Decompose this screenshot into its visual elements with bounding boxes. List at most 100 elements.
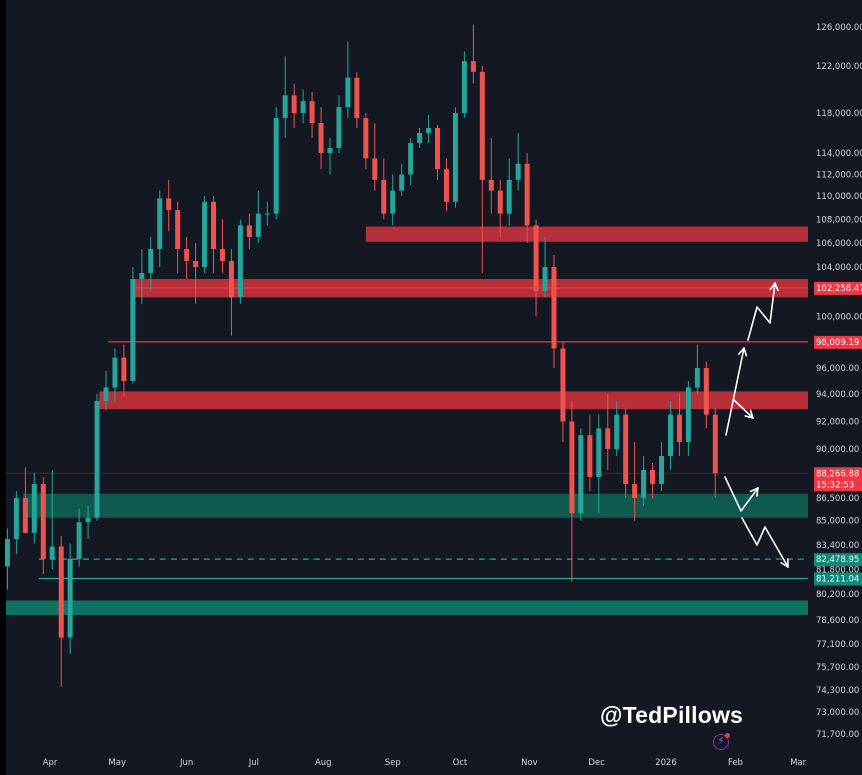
watermark: @TedPillows bbox=[600, 702, 744, 728]
price-tick-label: 126,000.00 bbox=[816, 23, 862, 33]
price-tick-label: 108,000.00 bbox=[816, 216, 862, 226]
candle-body bbox=[676, 414, 682, 443]
candle bbox=[345, 41, 351, 118]
price-tick-label: 122,000.00 bbox=[816, 62, 862, 72]
candle-body bbox=[390, 190, 396, 214]
zones-layer bbox=[6, 226, 809, 615]
candle bbox=[587, 414, 593, 491]
notification-dot bbox=[725, 733, 730, 738]
last-price-badge-text: 15:32:53 bbox=[816, 480, 854, 490]
candle bbox=[327, 138, 333, 175]
level-badge-text: 82,478.95 bbox=[816, 555, 859, 565]
arrow-path bbox=[724, 476, 759, 512]
candle bbox=[264, 201, 270, 226]
candle bbox=[255, 190, 261, 243]
price-tick-label: 104,000.00 bbox=[816, 263, 862, 273]
candle-body bbox=[712, 414, 718, 474]
last-price-badge-bg bbox=[814, 467, 862, 492]
candle bbox=[479, 66, 485, 273]
candle-body bbox=[443, 169, 449, 202]
candle-body bbox=[49, 546, 55, 559]
candle bbox=[417, 128, 423, 148]
arrow-head bbox=[769, 282, 779, 292]
level-badge-bg bbox=[814, 281, 862, 295]
candle-body bbox=[202, 201, 208, 267]
candle-body bbox=[470, 61, 476, 72]
candle bbox=[300, 89, 306, 123]
candle bbox=[130, 267, 136, 384]
price-tick-label: 110,000.00 bbox=[816, 192, 862, 202]
time-tick-label: 2026 bbox=[655, 758, 677, 768]
candle-body bbox=[184, 249, 190, 261]
candle bbox=[184, 237, 190, 279]
candle bbox=[650, 463, 656, 498]
candle-body bbox=[76, 522, 82, 559]
candle bbox=[515, 133, 521, 191]
candle-body bbox=[667, 414, 673, 456]
price-axis[interactable]: 126,000.00 122,000.00 118,000.00 114,000.00… bbox=[816, 23, 862, 740]
lightning-bolt-icon[interactable]: ⚡ bbox=[713, 733, 730, 750]
candle bbox=[103, 370, 109, 411]
candle-body bbox=[596, 428, 602, 477]
candle-body bbox=[237, 225, 243, 298]
candle bbox=[461, 51, 467, 118]
candle bbox=[488, 138, 494, 214]
price-tick-label: 77,100.00 bbox=[816, 640, 859, 650]
candle bbox=[85, 505, 91, 539]
price-tick-label: 81,800.00 bbox=[816, 566, 859, 576]
candle bbox=[578, 428, 584, 521]
chart-frame bbox=[6, 0, 862, 775]
candle-body bbox=[560, 348, 566, 422]
candle bbox=[372, 123, 378, 191]
candle bbox=[4, 528, 10, 590]
candle-body bbox=[614, 414, 620, 449]
candle-body bbox=[435, 128, 441, 170]
candle bbox=[112, 348, 118, 401]
candle bbox=[363, 113, 369, 170]
candle bbox=[318, 107, 324, 170]
candle-body bbox=[336, 107, 342, 148]
time-axis[interactable]: Apr May Jun Jul Aug Sep Oct Nov Dec 2026 Feb Mar bbox=[43, 758, 807, 768]
candle bbox=[506, 158, 512, 226]
candle-body bbox=[121, 357, 127, 381]
price-tick-label: 114,000.00 bbox=[816, 149, 862, 159]
time-tick-label: Sep bbox=[385, 758, 401, 768]
candle bbox=[139, 249, 145, 304]
candle-body bbox=[524, 163, 530, 226]
time-tick-label: Aug bbox=[315, 758, 332, 768]
candle-body bbox=[417, 133, 423, 143]
price-tick-label: 73,000.00 bbox=[816, 708, 859, 718]
candle bbox=[497, 179, 503, 238]
candle bbox=[31, 472, 37, 544]
candle-body bbox=[551, 267, 557, 349]
candle-body bbox=[273, 118, 279, 214]
price-tick-label: 96,000.00 bbox=[816, 364, 859, 374]
time-tick-label: Dec bbox=[588, 758, 605, 768]
candle-body bbox=[381, 179, 387, 214]
levels-layer bbox=[6, 287, 808, 580]
candle bbox=[228, 249, 234, 336]
candle-body bbox=[112, 357, 118, 388]
candle bbox=[605, 394, 611, 470]
arrow-path bbox=[733, 399, 754, 419]
candle bbox=[175, 201, 181, 273]
candle bbox=[67, 543, 73, 654]
candle bbox=[211, 196, 217, 273]
candle-body bbox=[452, 113, 458, 202]
candle bbox=[121, 344, 127, 397]
bolt-glyph: ⚡ bbox=[717, 736, 725, 747]
candle-body bbox=[426, 128, 432, 133]
candle-body bbox=[659, 456, 665, 484]
candle bbox=[336, 95, 342, 153]
candle bbox=[443, 158, 449, 212]
resistance-zone bbox=[365, 226, 808, 242]
candle-body bbox=[219, 249, 225, 261]
candle bbox=[524, 153, 530, 243]
candle bbox=[676, 394, 682, 456]
candle-body bbox=[685, 387, 691, 443]
time-tick-label: Jun bbox=[179, 758, 193, 768]
candle-body bbox=[461, 61, 467, 113]
candle-body bbox=[139, 273, 145, 279]
price-tick-label: 106,000.00 bbox=[816, 239, 862, 249]
